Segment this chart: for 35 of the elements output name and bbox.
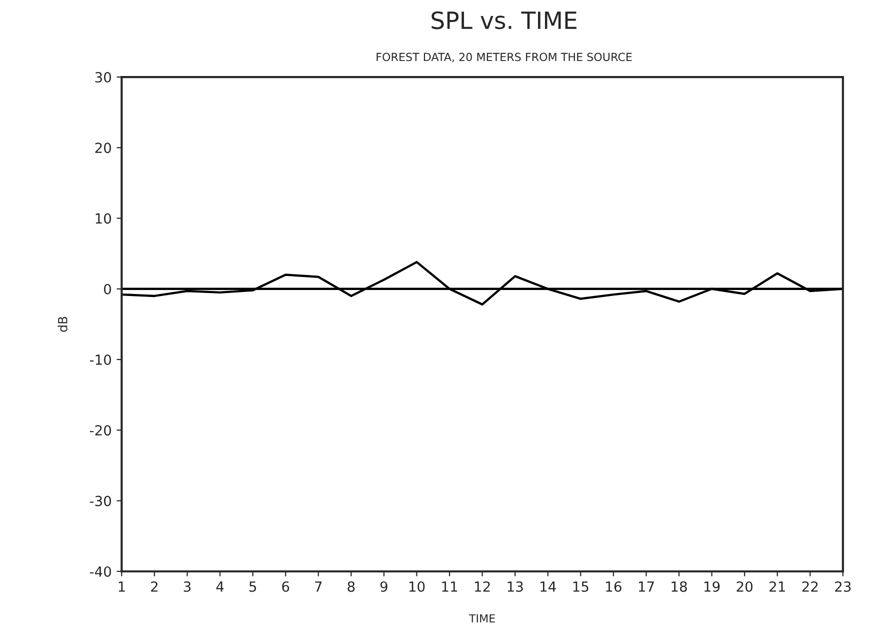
x-tick-label: 15 (573, 582, 588, 592)
y-tick-label: -20 (90, 425, 112, 436)
x-tick-label: 6 (282, 581, 290, 592)
x-tick-label: 8 (348, 581, 355, 592)
y-tick-label: 30 (95, 72, 112, 83)
x-tick-label: 3 (184, 581, 191, 592)
x-tick-label: 5 (249, 582, 256, 592)
y-tick-label: -30 (90, 496, 112, 506)
x-tick-label: 23 (835, 581, 851, 592)
y-tick-label: -10 (90, 354, 112, 365)
y-axis-title: dB (58, 316, 68, 332)
y-tick-label: 10 (96, 213, 112, 224)
y-tick-label: 0 (104, 284, 112, 294)
x-tick-label: 16 (606, 581, 622, 592)
x-tick-label: 20 (736, 581, 752, 592)
x-tick-label: 14 (540, 582, 556, 592)
x-tick-label: 2 (151, 581, 158, 592)
chart-subtitle: FOREST DATA, 20 METERS FROM THE SOURCE (376, 52, 632, 62)
x-tick-label: 4 (216, 582, 224, 592)
y-tick-label: 20 (95, 142, 112, 154)
x-axis-title: TIME (468, 614, 495, 622)
y-tick-label: -40 (90, 566, 112, 577)
x-tick-label: 11 (442, 582, 458, 592)
x-tick-label: 9 (380, 581, 388, 592)
x-tick-label: 1 (118, 582, 125, 592)
x-tick-label: 7 (315, 582, 322, 592)
chart-title: SPL vs. TIME (432, 11, 576, 30)
x-tick-label: 21 (770, 581, 785, 592)
x-tick-label: 18 (672, 581, 687, 592)
x-tick-label: 12 (474, 581, 490, 592)
x-tick-label: 19 (704, 581, 720, 592)
x-tick-label: 13 (508, 581, 523, 592)
x-tick-label: 10 (409, 581, 425, 592)
x-tick-label: 17 (638, 582, 654, 592)
x-tick-label: 22 (802, 581, 818, 592)
